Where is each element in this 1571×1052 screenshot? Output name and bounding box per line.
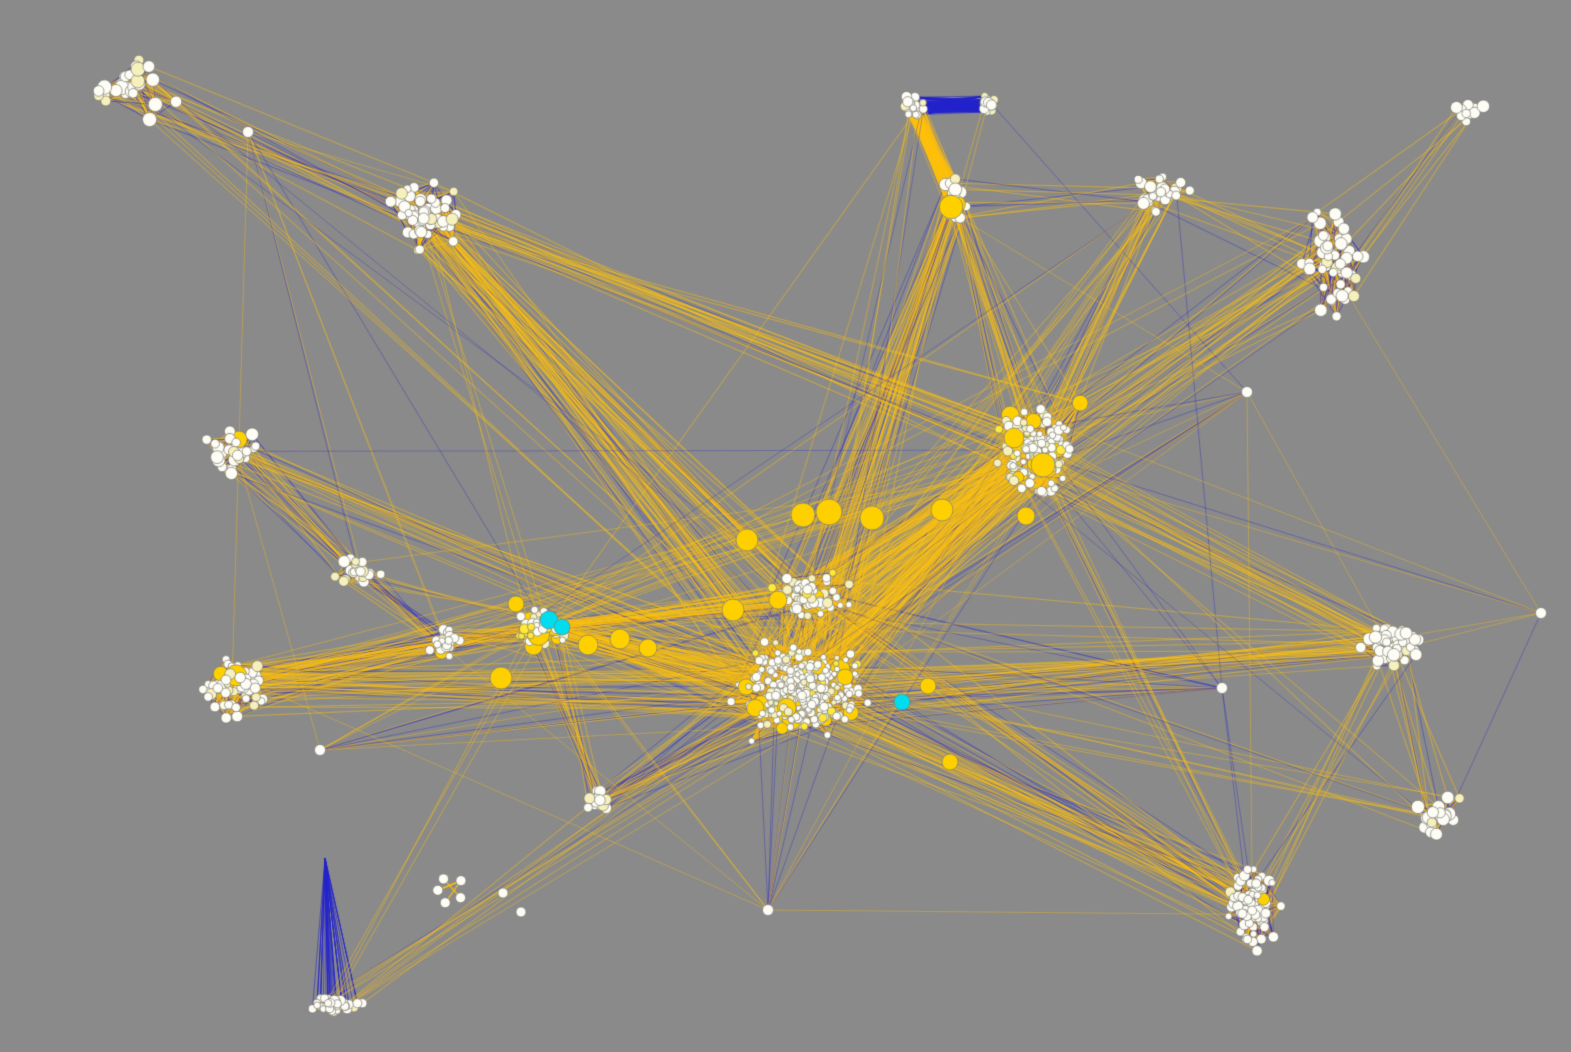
network-graph-canvas[interactable] bbox=[0, 0, 1571, 1052]
graph-visualization-root bbox=[0, 0, 1571, 1052]
